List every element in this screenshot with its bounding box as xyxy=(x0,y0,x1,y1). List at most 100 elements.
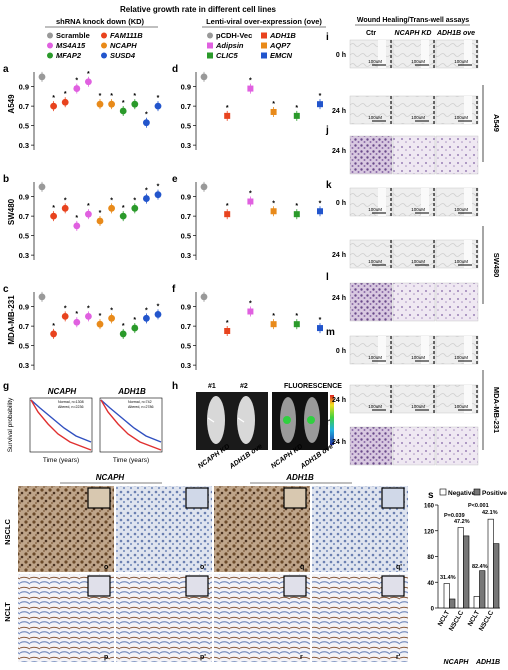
wound-col-ctr: Ctr xyxy=(366,30,376,37)
transwell-time-label: 24 h xyxy=(332,148,346,155)
transwell-image xyxy=(435,282,479,322)
wound-cell: 100uM xyxy=(392,384,436,414)
panel-label-s: s xyxy=(428,490,434,501)
dotplot-c: 0.9 0.7 0.5 0.3 * * * * * * * * * * xyxy=(19,291,162,370)
data-point xyxy=(85,312,92,320)
transwell-image xyxy=(349,426,393,466)
data-point xyxy=(224,211,231,218)
g-title-ncaph: NCAPH xyxy=(48,387,77,396)
wound-cell: 100uM xyxy=(349,239,393,269)
transwell-image xyxy=(349,135,393,175)
legend-marker-emcn xyxy=(261,52,267,59)
panel-s-bar: Negative Positive 160 120 80 40 0 P=0.039P<0.… xyxy=(424,488,507,666)
significance-star: * xyxy=(272,200,275,207)
significance-star: * xyxy=(319,200,322,207)
dotplot-f: 0.9 0.7 0.5 0.3 * * * * * xyxy=(181,291,323,370)
data-point xyxy=(38,183,46,191)
significance-star: * xyxy=(99,313,102,320)
scale-label: 100uM xyxy=(454,355,468,360)
wound-panels: 100uM 100uM 100uM 0 h 100uM 100uM 100uM 24 h 24 … xyxy=(332,39,479,466)
data-point xyxy=(50,102,57,110)
significance-star: * xyxy=(157,95,160,102)
data-point xyxy=(154,311,162,318)
data-point xyxy=(85,78,92,86)
legend-marker-scramble xyxy=(47,32,53,39)
ihc-label-r-prime: r' xyxy=(396,654,401,661)
data-point xyxy=(38,293,46,301)
significance-star: * xyxy=(295,203,298,210)
y-tick-label: 0.3 xyxy=(181,251,191,260)
s-legend-pos-swatch xyxy=(473,488,481,496)
y-tick-label: 0.3 xyxy=(19,141,29,150)
wound-cell: 100uM xyxy=(435,335,479,365)
panel-label-i: i xyxy=(326,32,329,43)
significance-star: * xyxy=(157,303,160,310)
scratch-gap xyxy=(464,385,472,413)
y-tick-label: 0.3 xyxy=(19,361,29,370)
y-tick-label: 0.9 xyxy=(181,303,191,312)
h-photo-bright xyxy=(196,392,268,450)
significance-star: * xyxy=(249,191,252,198)
legend-marker-adipsin xyxy=(207,42,213,49)
transwell-time-label: 24 h xyxy=(332,295,346,302)
data-point xyxy=(317,325,323,332)
dotplot-a: 0.9 0.7 0.5 0.3 * * * * * * * * * * xyxy=(19,71,162,150)
legend-marker-pcdh-vec xyxy=(207,32,213,39)
wound-image xyxy=(392,384,436,414)
scratch-gap xyxy=(421,336,429,364)
data-point xyxy=(131,324,139,332)
data-point xyxy=(131,204,139,212)
g-ncaph-altered-curve xyxy=(30,399,92,451)
kd-title: shRNA knock down (KD) xyxy=(56,17,145,26)
y-tick-label: 0.7 xyxy=(19,212,29,221)
significance-star: * xyxy=(87,203,90,210)
scale-label: 100uM xyxy=(411,355,425,360)
scale-label: 100uM xyxy=(411,59,425,64)
y-tick-label: 0.5 xyxy=(181,232,191,241)
wound-cell: 100uM xyxy=(392,95,436,125)
ihc-label-q-prime: q' xyxy=(396,564,402,571)
s-y-tick-label: 120 xyxy=(424,529,435,535)
y-tick-label: 0.7 xyxy=(181,102,191,111)
legend-label-ms4a15: MS4A15 xyxy=(56,41,86,50)
legend-label-pcdh-vec: pCDH-Vec xyxy=(216,31,252,40)
data-point xyxy=(200,183,208,191)
ihc-label-p: p xyxy=(104,654,108,661)
data-point xyxy=(50,212,57,220)
legend-marker-mfap2 xyxy=(47,52,53,59)
ihc-label-q: q xyxy=(300,564,304,571)
wound-col-ove: ADH1B ove xyxy=(436,30,475,37)
data-point xyxy=(73,85,81,92)
s-pct-1: 31.4% xyxy=(440,575,456,581)
s-category-label: NCLT xyxy=(437,609,452,627)
data-point xyxy=(143,119,150,127)
data-point xyxy=(61,98,69,106)
significance-star: * xyxy=(249,78,252,85)
data-point xyxy=(154,102,162,110)
significance-star: * xyxy=(133,317,136,324)
data-point xyxy=(247,308,254,315)
legend-kd: Scramble FAM111B MS4A15 NCAPH MFAP2 SUSD4 xyxy=(47,31,143,60)
h-label-1: #1 xyxy=(208,383,216,390)
data-point xyxy=(270,321,277,328)
ihc-row-nsclc: NSCLC xyxy=(3,519,12,545)
s-bar-negative xyxy=(487,518,494,609)
significance-star: * xyxy=(64,197,67,204)
scratch-gap xyxy=(378,336,386,364)
legend-label-emcn: EMCN xyxy=(270,51,293,60)
transwell-image xyxy=(392,426,436,466)
panel-label-a: a xyxy=(3,64,9,75)
significance-star: * xyxy=(75,311,78,318)
significance-star: * xyxy=(64,91,67,98)
wound-cell: 100uM xyxy=(349,384,393,414)
wound-time-label: 24 h xyxy=(332,108,346,115)
data-point xyxy=(293,321,300,328)
significance-star: * xyxy=(272,101,275,108)
legend-label-aqp7: AQP7 xyxy=(269,41,291,50)
g-adh1b-normal-curve xyxy=(100,399,162,443)
y-tick-label: 0.9 xyxy=(181,83,191,92)
g-adh1b-legend-altered: Altered, n=2786 xyxy=(128,405,153,409)
wound-cell: 100uM xyxy=(435,187,479,217)
wound-time-label: 24 h xyxy=(332,252,346,259)
